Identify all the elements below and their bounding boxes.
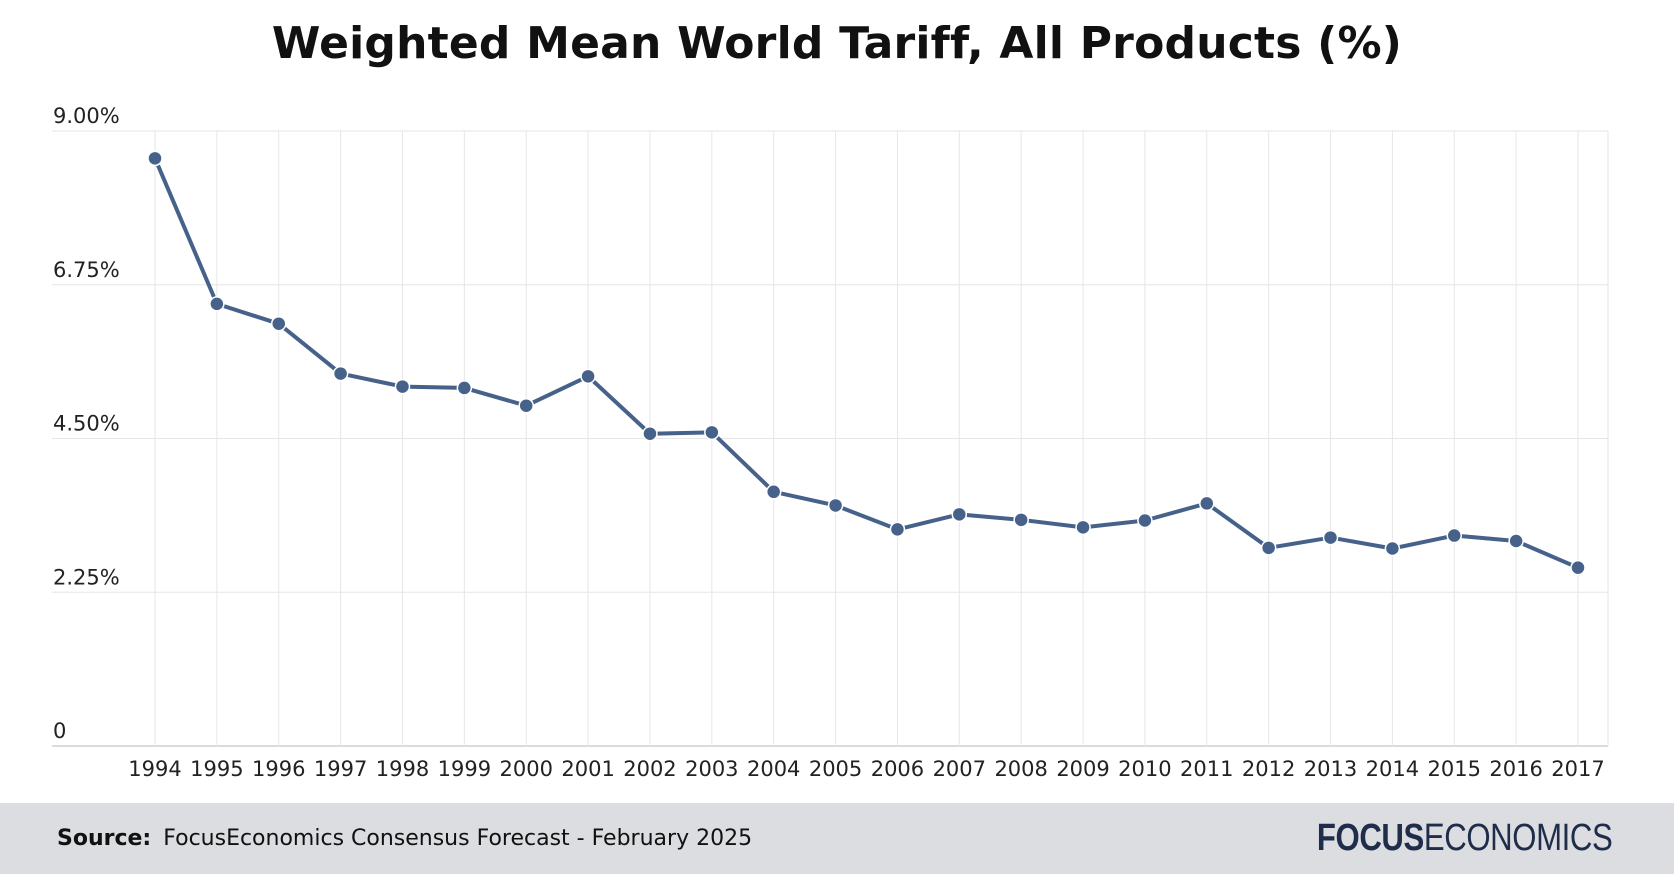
x-tick-label: 2011 [1180,757,1233,781]
x-tick-label: 1997 [314,757,367,781]
axis-labels: 0 2.25% 4.50% 6.75% 9.00% 1994 1995 1996 1997 199… [53,104,1605,781]
data-point-2010 [1137,512,1153,529]
data-point-1999 [456,380,473,396]
data-point-2011 [1199,495,1215,512]
y-tick-label: 2.25% [53,565,120,589]
data-point-2000 [518,397,534,414]
brand-logo: FOCUSECONOMICS [1316,817,1613,860]
data-point-2017 [1570,559,1586,576]
data-point-2016 [1508,533,1524,549]
data-point-2002 [642,425,658,442]
data-point-2009 [1075,519,1091,536]
data-point-2008 [1013,512,1029,528]
y-tick-label: 9.00% [53,104,120,128]
data-point-2001 [580,368,596,385]
line-chart: 0 2.25% 4.50% 6.75% 9.00% 1994 1995 1996 1997 199… [52,104,1609,781]
brand-logo-light: ECONOMICS [1423,817,1613,859]
data-point-2005 [827,497,844,514]
data-point-2014 [1384,540,1401,557]
x-tick-label: 2014 [1366,757,1419,781]
data-point-1996 [270,315,287,332]
footer-bar: Source: FocusEconomics Consensus Forecast… [0,803,1674,874]
data-point-2013 [1322,529,1339,546]
series-layer [147,150,1586,576]
data-point-1995 [209,296,225,312]
x-tick-label: 1996 [252,757,305,781]
x-tick-label: 2012 [1242,757,1295,781]
brand-logo-bold: FOCUS [1316,817,1424,859]
source-note: Source: FocusEconomics Consensus Forecast… [57,826,752,851]
x-tick-label: 2005 [809,757,862,781]
x-tick-label: 2009 [1056,757,1109,781]
x-tick-label: 1995 [190,757,243,781]
data-point-2015 [1446,527,1463,544]
x-tick-label: 2015 [1428,757,1481,781]
x-tick-label: 2013 [1304,757,1357,781]
y-tick-label: 0 [53,719,66,743]
chart-title: Weighted Mean World Tariff, All Products… [271,18,1403,69]
grid-lines [52,130,1609,747]
x-tick-label: 2016 [1489,757,1542,781]
x-tick-label: 2010 [1118,757,1171,781]
x-tick-label: 2017 [1551,757,1604,781]
x-tick-label: 2007 [933,757,986,781]
data-point-1994 [147,150,163,167]
source-label: Source: [57,826,152,851]
x-tick-label: 2000 [499,757,552,781]
x-tick-label: 1998 [376,757,429,781]
y-tick-label: 4.50% [53,412,120,436]
x-tick-label: 2006 [871,757,924,781]
source-text: FocusEconomics Consensus Forecast - Febr… [163,826,753,851]
x-tick-label: 2001 [561,757,614,781]
x-tick-label: 2008 [994,757,1047,781]
x-tick-label: 1994 [128,757,181,781]
data-point-2007 [951,506,968,523]
x-tick-label: 1999 [438,757,491,781]
data-point-1998 [394,378,411,395]
y-tick-label: 6.75% [53,258,120,282]
x-tick-label: 2004 [747,757,800,781]
data-point-2003 [704,424,720,441]
data-point-2012 [1260,540,1277,556]
data-point-1997 [332,365,349,382]
data-point-2004 [765,484,782,500]
series-line [153,156,1580,570]
x-tick-label: 2003 [685,757,738,781]
data-point-2006 [889,521,906,538]
x-tick-label: 2002 [623,757,676,781]
